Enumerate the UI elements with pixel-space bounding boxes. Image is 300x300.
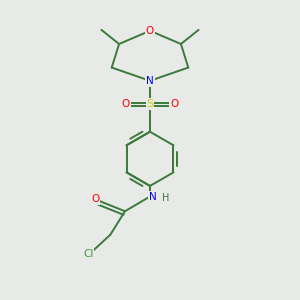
Text: N: N [149, 191, 157, 202]
Text: N: N [146, 76, 154, 86]
Text: S: S [146, 99, 154, 110]
Text: H: H [162, 193, 169, 203]
Text: O: O [170, 99, 178, 110]
Text: O: O [122, 99, 130, 110]
Text: O: O [146, 26, 154, 36]
Text: O: O [92, 194, 100, 204]
Text: Cl: Cl [83, 249, 93, 259]
